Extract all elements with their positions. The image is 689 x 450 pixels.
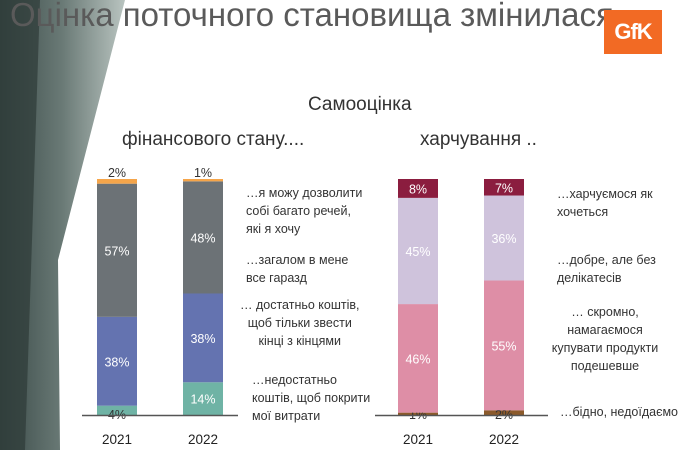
bar-segment-finance-2022-3	[183, 179, 223, 182]
x-tick-label-food-2021: 2021	[403, 432, 433, 447]
data-label-finance-2022-2: 48%	[190, 231, 215, 245]
data-label-food-2022-2: 36%	[491, 232, 516, 246]
bar-segment-food-2021-0	[398, 412, 438, 415]
bar-segment-finance-2022-1	[183, 293, 223, 383]
data-label-finance-2022-0: 14%	[190, 393, 215, 407]
note-line: … скромно,	[571, 305, 639, 319]
note-line: кінці з кінцями	[258, 334, 341, 348]
note-line: собі багато речей,	[246, 204, 351, 218]
note-food-1: …харчуємося як хочеться	[557, 185, 653, 221]
bar-segment-finance-2021-3	[97, 179, 137, 184]
bar-segment-finance-2021-1	[97, 316, 137, 406]
note-line: делікатесів	[557, 271, 622, 285]
data-label-food-2021-1: 46%	[405, 352, 430, 366]
bar-segment-finance-2021-2	[97, 183, 137, 317]
x-tick-label-finance-2022: 2022	[188, 432, 218, 447]
x-tick-label-finance-2021: 2021	[102, 432, 132, 447]
note-finance-4: …недостатньо коштів, щоб покрити мої вит…	[252, 371, 370, 425]
data-label-finance-2021-2: 57%	[104, 244, 129, 258]
note-line: …харчуємося як	[557, 187, 653, 201]
note-line: …бідно, недоїдаємо	[560, 405, 678, 419]
note-line: …недостатньо	[252, 373, 337, 387]
note-line: купувати продукти	[551, 341, 659, 355]
note-line: подешевше	[570, 359, 640, 373]
note-line: коштів, щоб покрити	[252, 391, 371, 405]
data-label-food-2021-3: 8%	[409, 182, 427, 196]
data-label-finance-2022-3: 1%	[194, 166, 212, 180]
data-label-food-2022-1: 55%	[491, 339, 516, 353]
bar-segment-food-2022-2	[484, 195, 524, 281]
food-chart-title: харчування ..	[420, 129, 537, 150]
bar-segment-food-2021-2	[398, 197, 438, 305]
chart-subtitle: Самооцінка	[308, 94, 412, 115]
data-label-finance-2021-1: 38%	[104, 355, 129, 369]
gfk-logo: GfK	[604, 10, 662, 54]
note-line: які я хочу	[246, 222, 301, 236]
note-line: …загалом в мене	[246, 253, 349, 267]
note-finance-1: …я можу дозволити собі багато речей, які…	[246, 184, 362, 238]
bar-segment-food-2022-1	[484, 280, 524, 411]
note-line: …добре, але без	[557, 253, 656, 267]
finance-chart-title: фінансового стану....	[122, 129, 305, 150]
bar-segment-food-2022-0	[484, 410, 524, 415]
note-food-2: …добре, але без делікатесів	[557, 251, 656, 287]
note-line: мої витрати	[252, 409, 321, 423]
note-finance-2: …загалом в мене все гаразд	[246, 251, 348, 287]
bar-segment-finance-2022-2	[183, 181, 223, 294]
note-line: …я можу дозволити	[246, 186, 363, 200]
note-food-4: …бідно, недоїдаємо	[560, 403, 678, 421]
page-title: Оцінка поточного становища змінилася	[10, 0, 614, 33]
note-line: все гаразд	[246, 271, 307, 285]
note-line: щоб тільки звести	[247, 316, 352, 330]
bar-segment-finance-2022-0	[183, 382, 223, 415]
bar-segment-finance-2021-0	[97, 405, 137, 415]
data-label-finance-2022-1: 38%	[190, 332, 215, 346]
data-label-food-2022-3: 7%	[495, 181, 513, 195]
x-tick-label-food-2022: 2022	[489, 432, 519, 447]
bar-segment-food-2022-3	[484, 179, 524, 196]
bar-segment-food-2021-3	[398, 179, 438, 198]
note-line: … достатньо коштів,	[240, 298, 360, 312]
note-line: намагаємося	[567, 323, 643, 337]
bar-segment-food-2021-1	[398, 304, 438, 413]
note-finance-3: … достатньо коштів, щоб тільки звести кі…	[240, 296, 360, 350]
note-line: хочеться	[557, 205, 609, 219]
data-label-finance-2021-3: 2%	[108, 166, 126, 180]
data-label-food-2021-2: 45%	[405, 245, 430, 259]
note-food-3: … скромно, намагаємося купувати продукти…	[546, 303, 664, 375]
